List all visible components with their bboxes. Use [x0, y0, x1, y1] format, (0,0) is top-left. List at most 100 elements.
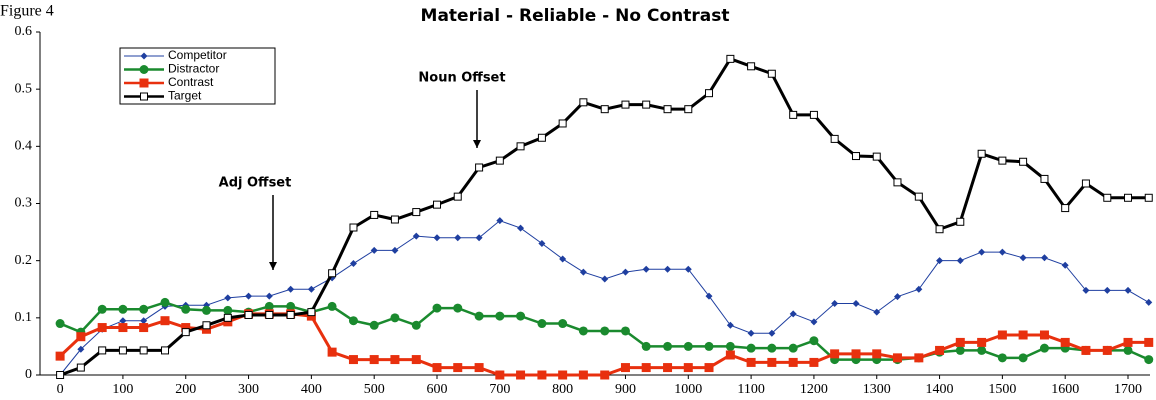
point: [579, 268, 587, 276]
point: [517, 224, 525, 232]
point: [264, 301, 274, 311]
point: [286, 301, 296, 311]
point: [663, 363, 673, 373]
point: [1123, 337, 1133, 347]
point: [579, 98, 588, 107]
point: [537, 133, 546, 142]
point: [1102, 345, 1112, 355]
point: [76, 332, 86, 342]
x-tick-label: 500: [364, 382, 385, 397]
point: [1124, 193, 1133, 202]
point: [474, 363, 484, 373]
point: [683, 341, 693, 351]
point: [809, 336, 819, 346]
point: [327, 301, 337, 311]
point: [873, 308, 881, 316]
point: [97, 323, 107, 333]
point: [97, 304, 107, 314]
point: [642, 100, 651, 109]
point: [181, 323, 191, 333]
point: [747, 329, 755, 337]
point: [245, 292, 253, 300]
point: [831, 300, 839, 308]
point: [705, 292, 713, 300]
point: [558, 370, 568, 380]
point: [789, 310, 797, 318]
point: [1124, 286, 1132, 294]
point: [453, 192, 462, 201]
point: [412, 208, 421, 217]
point: [746, 343, 756, 353]
point: [642, 265, 650, 273]
point: [1123, 345, 1133, 355]
point: [872, 349, 882, 359]
point: [307, 308, 316, 317]
point: [747, 62, 756, 71]
point: [55, 351, 65, 361]
point: [1019, 157, 1028, 166]
point: [453, 363, 463, 373]
x-tick-label: 200: [175, 382, 196, 397]
point: [223, 317, 233, 327]
point: [726, 54, 735, 63]
point: [663, 341, 673, 351]
point: [1061, 261, 1069, 269]
point: [809, 110, 818, 119]
point: [1144, 355, 1154, 365]
point: [495, 311, 505, 321]
legend-marker: [140, 52, 148, 60]
point: [475, 163, 484, 172]
x-tick-label: 1400: [926, 382, 954, 397]
point: [914, 192, 923, 201]
point: [600, 326, 610, 336]
point: [977, 337, 987, 347]
point: [726, 321, 734, 329]
point: [746, 357, 756, 367]
point: [725, 350, 735, 360]
y-tick-label: 0: [25, 367, 32, 382]
point: [1081, 345, 1091, 355]
point: [265, 292, 273, 300]
x-tick-label: 900: [615, 382, 636, 397]
point: [956, 257, 964, 265]
point: [140, 317, 148, 325]
legend-marker: [140, 92, 148, 101]
point: [495, 156, 504, 165]
point: [935, 225, 944, 234]
point: [1061, 204, 1070, 213]
annotation: Adj Offset: [219, 176, 292, 191]
point: [620, 326, 630, 336]
point: [223, 305, 233, 315]
point: [852, 152, 861, 161]
y-tick-label: 0.6: [15, 24, 33, 39]
point: [369, 320, 379, 330]
point: [997, 353, 1007, 363]
point: [349, 260, 357, 268]
point: [578, 370, 588, 380]
point: [997, 330, 1007, 340]
figure-label: Figure 4: [0, 3, 54, 20]
y-tick-label: 0.5: [15, 81, 33, 96]
legend-marker: [139, 78, 149, 88]
point: [224, 294, 232, 302]
point: [370, 210, 379, 219]
point: [265, 310, 274, 319]
point: [809, 357, 819, 367]
point: [558, 119, 567, 128]
y-tick-label: 0.3: [15, 196, 33, 211]
point: [558, 319, 568, 329]
point: [370, 246, 378, 254]
point: [118, 323, 128, 333]
point: [98, 346, 107, 355]
point: [621, 268, 629, 276]
point: [244, 310, 253, 319]
point: [412, 232, 420, 240]
point: [998, 156, 1007, 165]
point: [160, 316, 170, 326]
point: [411, 355, 421, 365]
point: [55, 319, 65, 329]
point: [306, 311, 316, 321]
point: [767, 343, 777, 353]
point: [620, 363, 630, 373]
